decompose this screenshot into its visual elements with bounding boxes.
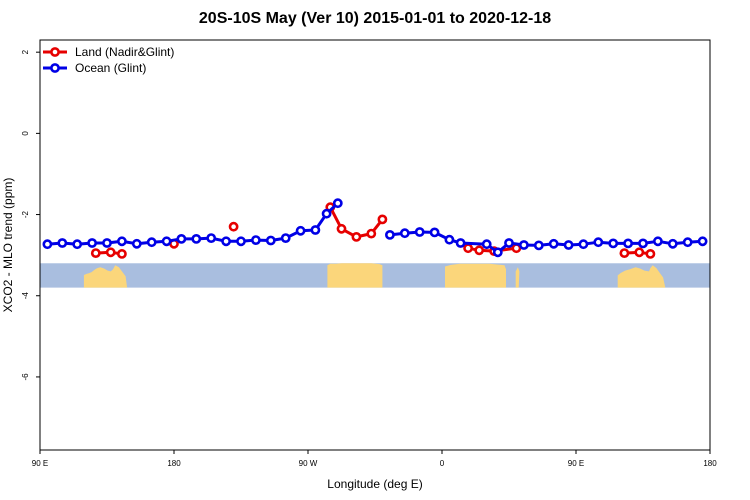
data-point [42,239,53,250]
data-point [608,238,619,249]
data-point [176,233,187,244]
data-point [57,238,68,248]
x-tick-label: 90 E [568,459,584,468]
x-tick-label: 180 [167,459,181,468]
data-point [533,240,544,251]
data-point [377,214,388,225]
data-point [321,208,332,219]
data-point [102,238,112,248]
series-ocean [42,198,708,258]
data-point [653,236,663,247]
map-land [327,263,383,288]
data-point [384,229,395,240]
x-tick-label: 180 [703,459,717,468]
data-point [638,238,648,249]
data-point [667,238,678,249]
y-tick-label: 2 [21,49,30,54]
data-point [563,240,574,250]
data-point [310,225,321,235]
data-point [191,233,202,244]
data-point [578,239,589,250]
x-axis-label: Longitude (deg E) [327,477,422,491]
legend: Land (Nadir&Glint) Ocean (Glint) [43,45,174,75]
x-tick-label: 90 W [299,459,318,468]
data-point [131,238,142,249]
map-land [83,265,128,288]
data-point [682,237,693,248]
data-point [280,233,291,243]
data-point [444,234,455,245]
y-tick-label: -4 [21,292,30,300]
data-point [414,227,425,237]
map-land [515,267,520,288]
data-point [351,231,362,242]
data-point [399,228,410,239]
data-point [72,239,83,250]
y-axis-label: XCO2 - MLO trend (ppm) [1,178,15,313]
y-tick-label: 0 [21,131,30,136]
data-point [619,248,630,258]
series-layer [42,198,708,259]
legend-label: Land (Nadir&Glint) [75,45,174,59]
data-point [504,238,514,248]
data-point [481,239,492,250]
data-point [295,225,306,236]
data-point [492,247,503,258]
map-band [40,263,710,288]
data-point [697,236,708,247]
data-point [429,227,440,238]
data-point [161,236,172,247]
data-point [623,238,633,249]
data-point [146,237,157,248]
data-point [236,236,246,247]
map-land [617,265,666,288]
data-point [645,248,656,259]
data-point [463,243,473,254]
chart-title: 20S-10S May (Ver 10) 2015-01-01 to 2020-… [198,10,552,27]
y-tick-label: -6 [21,373,30,381]
data-point [634,247,645,258]
data-point [455,238,466,248]
series-land [90,202,656,259]
data-point [221,236,231,247]
data-point [105,247,116,258]
data-point [548,238,559,249]
data-point [90,248,101,258]
x-tick-label: 0 [440,459,445,468]
series-line [389,230,703,254]
data-point [117,248,127,259]
axes: 90 E 180 90 W 0 90 E 180 2 0 -2 -4 -6 Longitude (de… [1,49,717,491]
data-point [366,228,377,239]
map-land [445,263,506,288]
plot-frame [39,39,711,451]
data-point [519,240,529,250]
legend-marker [50,47,60,57]
data-point [206,233,217,243]
data-point [474,245,485,256]
x-tick-label: 90 E [32,459,48,468]
data-point [87,238,97,248]
data-point [250,235,261,245]
data-point [228,221,239,232]
y-tick-label: -2 [21,210,30,218]
legend-label: Ocean (Glint) [75,61,146,75]
legend-marker [50,63,60,73]
data-point [332,198,343,209]
data-point [593,237,604,248]
data-point [265,235,276,246]
data-point [336,223,347,234]
series-line [467,246,517,253]
data-point [117,236,127,247]
